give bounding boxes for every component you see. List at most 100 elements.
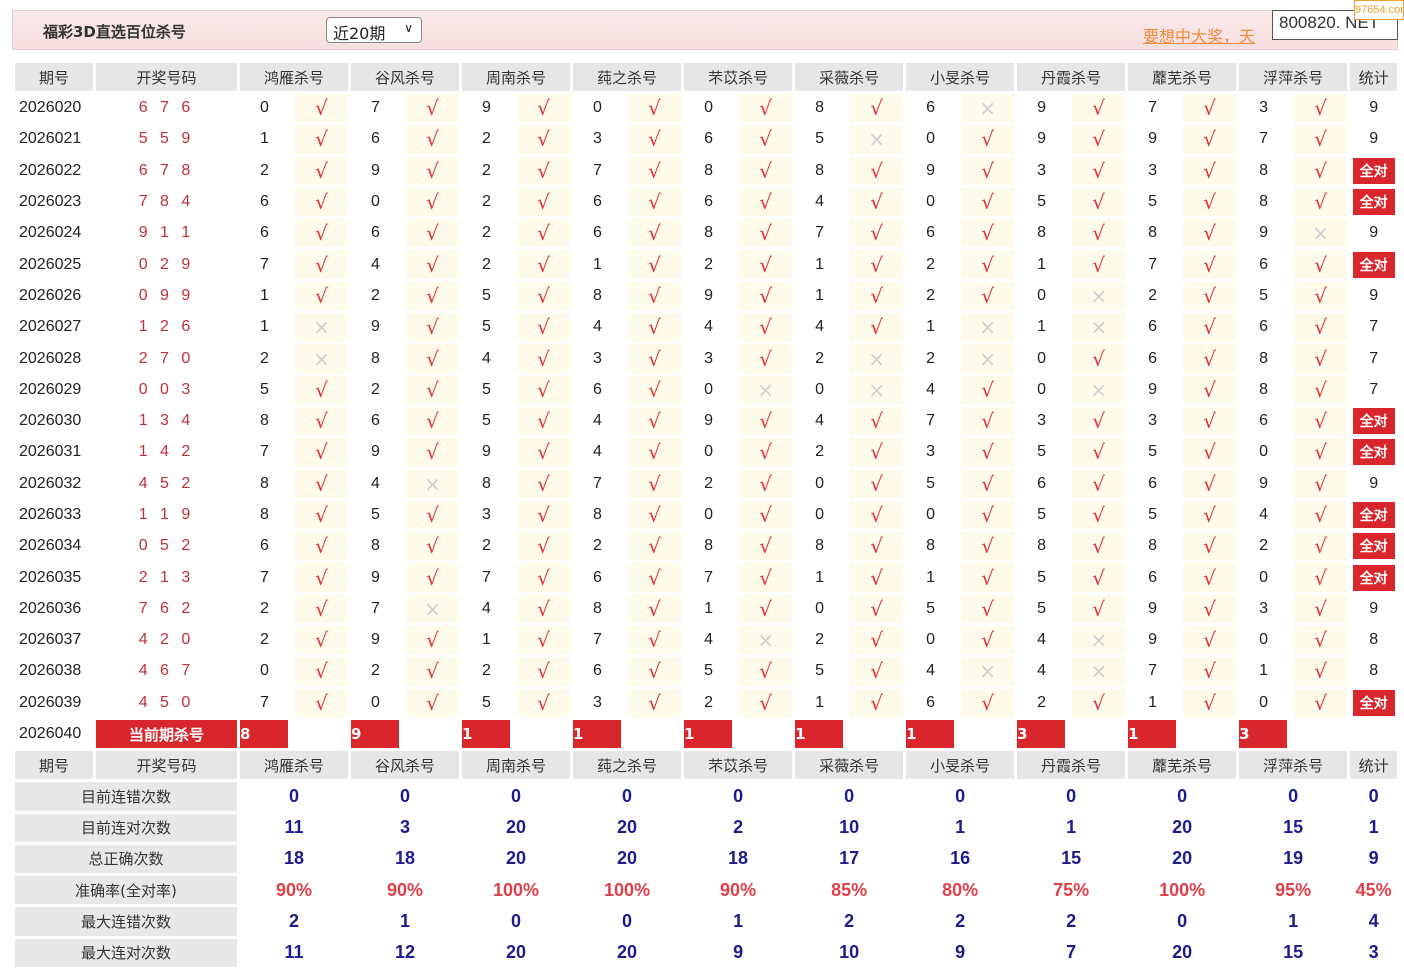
check-icon: √ bbox=[514, 591, 574, 627]
kill-number-cell: 8 bbox=[1236, 184, 1295, 220]
kill-number-cell: 6 bbox=[1236, 310, 1295, 345]
stats-label: 最大连错次数 bbox=[12, 904, 240, 939]
check-icon: √ bbox=[403, 341, 463, 376]
table-row: 2026034 0 5 2 6 √ 8 √ 2 √ 2 √ 8 √ 8 √ 8 √ 8 √ 8 √ 2 √ 全对 bbox=[12, 529, 1401, 564]
stats-value: 18 bbox=[348, 841, 463, 877]
period-range-select[interactable]: 近20期 ∨ bbox=[326, 17, 422, 43]
cross-icon: × bbox=[1069, 372, 1129, 407]
kill-number-cell: 8 bbox=[1014, 529, 1073, 564]
cross-icon: × bbox=[1069, 278, 1129, 314]
cross-icon: × bbox=[958, 310, 1018, 345]
kill-number-cell: 4 bbox=[903, 372, 962, 407]
kill-number-cell: 5 bbox=[1014, 591, 1073, 627]
kill-number-cell: 3 bbox=[1125, 403, 1184, 439]
check-icon: √ bbox=[1180, 560, 1240, 595]
table-row: 2026036 7 6 2 2 √ 7 × 4 √ 8 √ 1 √ 0 √ 5 √ 5 √ 9 √ 3 √ 9 bbox=[12, 591, 1401, 627]
header-row: 期号 开奖号码 鸿雁杀号 谷风杀号 周南杀号 莼之杀号 芣苡杀号 采薇杀号 小旻杀号 丹霞杀号 蘼芜… bbox=[12, 60, 1401, 94]
kill-number-cell: 2 bbox=[1125, 278, 1184, 314]
stats-value: 16 bbox=[903, 841, 1018, 877]
check-icon: √ bbox=[1291, 623, 1351, 658]
kill-number-cell: 1 bbox=[237, 122, 295, 157]
check-icon: √ bbox=[847, 623, 907, 658]
stats-label: 总正确次数 bbox=[12, 841, 240, 877]
kill-number-cell: 8 bbox=[1236, 153, 1295, 188]
current-kill-badge: 1 bbox=[685, 721, 733, 747]
kill-number-cell: 4 bbox=[570, 435, 629, 470]
kill-number-cell: 1 bbox=[792, 247, 851, 282]
check-icon: √ bbox=[1291, 372, 1351, 407]
kill-number-cell: 1 bbox=[792, 560, 851, 595]
check-icon: √ bbox=[847, 435, 907, 470]
check-icon: √ bbox=[1291, 466, 1351, 501]
check-icon: √ bbox=[514, 90, 574, 126]
stat-value: 9 bbox=[1369, 599, 1379, 617]
check-icon: √ bbox=[403, 529, 463, 564]
period-cell: 2026033 bbox=[12, 497, 96, 533]
check-icon: √ bbox=[1069, 403, 1129, 439]
draw-number-cell: 4 6 7 bbox=[93, 654, 240, 689]
kill-number-cell: 5 bbox=[1125, 497, 1184, 533]
kill-number-cell: 8 bbox=[903, 529, 962, 564]
check-icon: √ bbox=[514, 184, 574, 220]
check-icon: √ bbox=[1291, 90, 1351, 126]
kill-number-cell: 8 bbox=[681, 153, 740, 188]
kill-number-cell: 8 bbox=[570, 278, 629, 314]
stats-value: 15 bbox=[1014, 841, 1129, 877]
kill-number-cell: 5 bbox=[1014, 184, 1073, 220]
period-cell: 2026027 bbox=[12, 310, 96, 345]
kill-number-cell: 6 bbox=[570, 216, 629, 251]
kill-number-cell: 2 bbox=[348, 654, 407, 689]
check-icon: √ bbox=[847, 529, 907, 564]
stats-value: 90% bbox=[236, 873, 352, 908]
table-row: 2026021 5 5 9 1 √ 6 √ 2 √ 3 √ 6 √ 5 × 0 √ 9 √ 9 √ 7 √ 9 bbox=[12, 122, 1401, 157]
header-stat: 统计 bbox=[1347, 748, 1401, 783]
kill-number-cell: 2 bbox=[237, 591, 295, 627]
kill-number-cell: 0 bbox=[792, 497, 851, 533]
check-icon: √ bbox=[403, 310, 463, 345]
cross-icon: × bbox=[1069, 623, 1129, 658]
kill-number-cell: 7 bbox=[459, 560, 518, 595]
current-kill-badge: 3 bbox=[1240, 721, 1288, 747]
stat-cell: 9 bbox=[1347, 466, 1401, 501]
kill-number-cell: 9 bbox=[1125, 591, 1184, 627]
kill-number-cell: 5 bbox=[459, 403, 518, 439]
kill-number-cell: 6 bbox=[570, 654, 629, 689]
stat-value: 7 bbox=[1369, 380, 1379, 398]
cross-icon: × bbox=[1069, 310, 1129, 345]
stats-value: 7 bbox=[1014, 935, 1129, 970]
draw-number-cell: 9 1 1 bbox=[93, 216, 240, 251]
draw-number-cell: 2 7 0 bbox=[93, 341, 240, 376]
check-icon: √ bbox=[736, 654, 796, 689]
kill-number-cell: 5 bbox=[681, 654, 740, 689]
kill-number-cell: 6 bbox=[348, 403, 407, 439]
check-icon: √ bbox=[1180, 216, 1240, 251]
kill-number-cell: 1 bbox=[237, 278, 295, 314]
draw-number-cell: 0 9 9 bbox=[93, 278, 240, 314]
kill-number-cell: 8 bbox=[459, 466, 518, 501]
check-icon: √ bbox=[736, 278, 796, 314]
promo-link[interactable]: 要想中大奖，天 bbox=[1143, 27, 1256, 46]
period-cell: 2026032 bbox=[12, 466, 96, 501]
period-cell: 2026029 bbox=[12, 372, 96, 407]
draw-number-cell: 4 5 2 bbox=[93, 466, 240, 501]
kill-number-cell: 5 bbox=[459, 310, 518, 345]
check-icon: √ bbox=[1069, 247, 1129, 282]
header-period: 期号 bbox=[12, 60, 96, 94]
kill-number-cell: 5 bbox=[1014, 560, 1073, 595]
check-icon: √ bbox=[625, 529, 685, 564]
stats-value: 19 bbox=[1236, 841, 1351, 877]
stats-value: 90% bbox=[348, 873, 463, 908]
check-icon: √ bbox=[403, 247, 463, 282]
kill-number-cell: 2 bbox=[570, 529, 629, 564]
check-icon: √ bbox=[514, 529, 574, 564]
check-icon: √ bbox=[514, 685, 574, 720]
cross-icon: × bbox=[291, 341, 352, 376]
current-period-row: 2026040 当前期杀号 8 9 1 1 1 1 1 3 1 3 bbox=[12, 716, 1401, 752]
table-row: 2026027 1 2 6 1 × 9 √ 5 √ 4 √ 4 √ 4 √ 1 × 1 × 6 √ 6 √ 7 bbox=[12, 310, 1401, 345]
kill-number-cell: 9 bbox=[681, 403, 740, 439]
check-icon: √ bbox=[291, 90, 352, 126]
stats-value: 20 bbox=[1125, 935, 1240, 970]
stat-cell: 全对 bbox=[1347, 247, 1401, 282]
stats-label: 最大连对次数 bbox=[12, 935, 240, 970]
check-icon: √ bbox=[625, 278, 685, 314]
